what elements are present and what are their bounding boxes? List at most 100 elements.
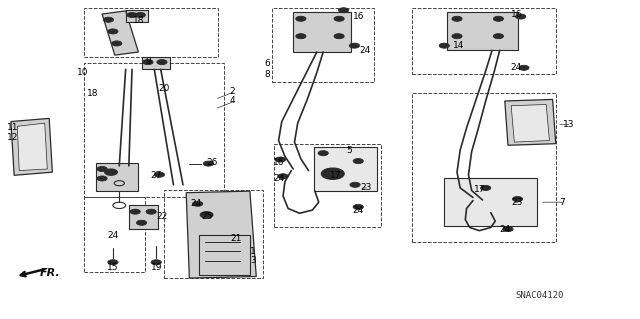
Text: 4: 4 xyxy=(229,97,235,106)
Text: 24: 24 xyxy=(190,199,202,208)
Text: 15: 15 xyxy=(107,263,118,271)
Circle shape xyxy=(111,41,122,46)
Polygon shape xyxy=(186,191,256,278)
Bar xyxy=(412,8,556,74)
Bar xyxy=(293,12,351,52)
Circle shape xyxy=(136,220,147,225)
Text: 12: 12 xyxy=(7,133,19,142)
Circle shape xyxy=(318,151,328,156)
Polygon shape xyxy=(102,11,138,55)
Text: 24: 24 xyxy=(359,46,370,55)
Circle shape xyxy=(154,172,164,177)
Polygon shape xyxy=(11,118,52,175)
Circle shape xyxy=(104,169,117,175)
Text: 24: 24 xyxy=(108,231,118,240)
Circle shape xyxy=(143,60,153,65)
Bar xyxy=(125,10,148,22)
Circle shape xyxy=(334,16,344,21)
Text: 24: 24 xyxy=(273,174,284,183)
Circle shape xyxy=(151,260,161,265)
Circle shape xyxy=(321,168,344,179)
Text: 19: 19 xyxy=(150,263,162,271)
Text: 1: 1 xyxy=(250,247,256,256)
Circle shape xyxy=(439,43,449,48)
Text: 6: 6 xyxy=(265,59,271,68)
Text: 11: 11 xyxy=(7,123,19,132)
Circle shape xyxy=(97,167,107,172)
Circle shape xyxy=(296,33,306,39)
Text: 18: 18 xyxy=(87,89,99,98)
Text: 17: 17 xyxy=(330,171,342,180)
Polygon shape xyxy=(505,100,556,145)
Circle shape xyxy=(350,182,360,187)
Circle shape xyxy=(339,8,349,13)
Circle shape xyxy=(326,171,339,177)
Bar xyxy=(84,8,218,57)
Text: 2: 2 xyxy=(229,87,235,96)
Circle shape xyxy=(349,43,360,48)
Bar xyxy=(141,57,170,69)
Circle shape xyxy=(200,212,213,218)
Bar xyxy=(447,12,518,50)
Text: SNAC04120: SNAC04120 xyxy=(516,291,564,300)
Bar xyxy=(129,205,157,229)
Bar xyxy=(444,178,537,226)
Text: 8: 8 xyxy=(265,70,271,78)
Text: 13: 13 xyxy=(563,120,574,129)
Text: 24: 24 xyxy=(353,206,364,215)
Polygon shape xyxy=(17,123,47,171)
Circle shape xyxy=(503,226,513,232)
Text: FR.: FR. xyxy=(40,268,60,278)
Circle shape xyxy=(452,16,462,21)
Circle shape xyxy=(493,33,504,39)
Circle shape xyxy=(130,209,140,214)
Circle shape xyxy=(97,176,107,181)
Bar xyxy=(274,144,381,227)
Circle shape xyxy=(513,197,523,202)
Bar xyxy=(199,235,250,275)
Text: 26: 26 xyxy=(206,158,218,167)
Circle shape xyxy=(275,157,285,162)
Circle shape xyxy=(146,209,156,214)
Circle shape xyxy=(296,16,306,21)
Circle shape xyxy=(135,12,145,18)
Bar xyxy=(164,189,262,278)
Circle shape xyxy=(493,16,504,21)
Polygon shape xyxy=(511,105,549,142)
Text: 24: 24 xyxy=(499,225,511,234)
Text: 16: 16 xyxy=(273,158,284,167)
Circle shape xyxy=(103,17,113,22)
Text: 17: 17 xyxy=(474,185,485,194)
Circle shape xyxy=(278,174,288,179)
Circle shape xyxy=(353,204,364,210)
Text: 5: 5 xyxy=(346,145,351,154)
Circle shape xyxy=(193,201,203,206)
Bar xyxy=(314,147,378,191)
Bar xyxy=(84,63,225,197)
Text: 9: 9 xyxy=(145,57,151,66)
Text: 10: 10 xyxy=(77,68,89,77)
Text: 14: 14 xyxy=(453,41,465,49)
Bar xyxy=(272,8,374,82)
Circle shape xyxy=(452,33,462,39)
Circle shape xyxy=(108,260,118,265)
Circle shape xyxy=(516,14,526,19)
Bar xyxy=(84,197,145,272)
Text: 27: 27 xyxy=(150,171,162,180)
Text: 16: 16 xyxy=(353,12,364,21)
Text: 21: 21 xyxy=(230,234,241,243)
Circle shape xyxy=(127,12,137,18)
Text: 23: 23 xyxy=(360,183,372,192)
Text: 20: 20 xyxy=(159,84,170,93)
Text: 25: 25 xyxy=(202,212,213,221)
Circle shape xyxy=(334,33,344,39)
Text: 3: 3 xyxy=(250,256,256,265)
Circle shape xyxy=(519,65,529,70)
Text: 22: 22 xyxy=(156,212,168,221)
Circle shape xyxy=(157,60,167,65)
Text: 7: 7 xyxy=(559,198,565,207)
Circle shape xyxy=(108,29,118,34)
Bar xyxy=(96,163,138,191)
Text: 24: 24 xyxy=(511,63,522,72)
Circle shape xyxy=(481,185,491,190)
